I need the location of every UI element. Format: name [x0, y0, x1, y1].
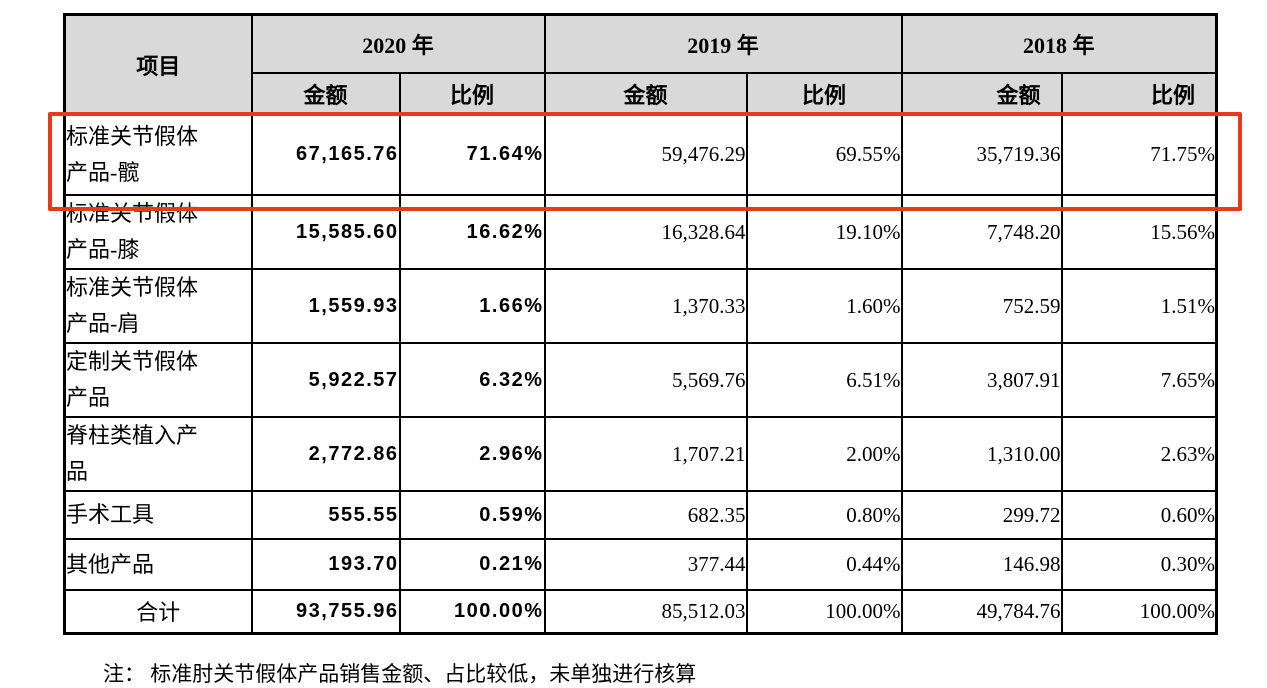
cell-2019-amount: 5,569.76 — [543, 342, 748, 418]
cell-2019-amount: 377.44 — [543, 538, 748, 591]
cell-2018-amount: 299.72 — [900, 490, 1063, 540]
cell-2018-amount: 35,719.36 — [900, 113, 1063, 196]
revenue-breakdown-table-wrap: 项目 2020 年 2019 年 2018 年 金额 比例 金额 比例 金额 比… — [63, 13, 1219, 635]
cell-item: 合计 — [63, 589, 253, 634]
header-item: 项目 — [63, 13, 253, 115]
cell-2019-ratio: 6.51% — [745, 342, 903, 418]
table-row: 手术工具 555.55 0.59% 682.35 0.80% 299.72 0.60% — [63, 490, 1218, 540]
table-row: 定制关节假体 产品 5,922.57 6.32% 5,569.76 6.51% 3,807… — [63, 342, 1218, 418]
header-year-row: 项目 2020 年 2019 年 2018 年 — [63, 13, 1218, 115]
cell-2018-ratio: 100.00% — [1060, 589, 1218, 634]
cell-2020-ratio: 100.00% — [398, 589, 546, 634]
cell-2019-ratio: 0.80% — [745, 490, 903, 540]
cell-2018-ratio: 0.30% — [1060, 538, 1218, 591]
cell-2018-ratio: 1.51% — [1060, 268, 1218, 344]
cell-2020-amount: 1,559.93 — [250, 268, 401, 344]
header-year-2020: 2020 年 — [250, 13, 546, 74]
table-row: 其他产品 193.70 0.21% 377.44 0.44% 146.98 0.30% — [63, 538, 1218, 591]
cell-2019-ratio: 19.10% — [745, 194, 903, 270]
cell-item: 标准关节假体 产品-膝 — [63, 194, 253, 270]
cell-2019-amount: 59,476.29 — [543, 113, 748, 196]
cell-2018-amount: 49,784.76 — [900, 589, 1063, 634]
cell-item: 定制关节假体 产品 — [63, 342, 253, 418]
table-row: 标准关节假体 产品-髋 67,165.76 71.64% 59,476.29 69.55… — [63, 113, 1218, 196]
cell-2018-ratio: 71.75% — [1060, 113, 1218, 196]
cell-2019-amount: 1,707.21 — [543, 416, 748, 492]
cell-item: 标准关节假体 产品-肩 — [63, 268, 253, 344]
cell-item: 手术工具 — [63, 490, 253, 540]
cell-item: 脊柱类植入产 品 — [63, 416, 253, 492]
table-row: 标准关节假体 产品-肩 1,559.93 1.66% 1,370.33 1.60% 752… — [63, 268, 1218, 344]
cell-2018-ratio: 2.63% — [1060, 416, 1218, 492]
header-2020-ratio: 比例 — [398, 72, 546, 115]
cell-2020-amount: 15,585.60 — [250, 194, 401, 270]
table-row-total: 合计 93,755.96 100.00% 85,512.03 100.00% 49,784… — [63, 589, 1218, 634]
table-body: 标准关节假体 产品-髋 67,165.76 71.64% 59,476.29 69.55… — [63, 113, 1218, 634]
cell-2020-amount: 2,772.86 — [250, 416, 401, 492]
cell-2020-ratio: 16.62% — [398, 194, 546, 270]
cell-2020-amount: 193.70 — [250, 538, 401, 591]
cell-2019-ratio: 69.55% — [745, 113, 903, 196]
cell-2020-amount: 93,755.96 — [250, 589, 401, 634]
table-row: 标准关节假体 产品-膝 15,585.60 16.62% 16,328.64 19.10… — [63, 194, 1218, 270]
cell-2020-ratio: 0.59% — [398, 490, 546, 540]
cell-2019-amount: 16,328.64 — [543, 194, 748, 270]
cell-2018-ratio: 0.60% — [1060, 490, 1218, 540]
cell-item: 标准关节假体 产品-髋 — [63, 113, 253, 196]
revenue-breakdown-table: 项目 2020 年 2019 年 2018 年 金额 比例 金额 比例 金额 比… — [63, 13, 1219, 635]
table-header: 项目 2020 年 2019 年 2018 年 金额 比例 金额 比例 金额 比… — [63, 13, 1218, 115]
cell-2020-ratio: 2.96% — [398, 416, 546, 492]
header-year-2019: 2019 年 — [543, 13, 903, 74]
cell-2018-amount: 3,807.91 — [900, 342, 1063, 418]
header-2018-ratio: 比例 — [1060, 72, 1218, 115]
cell-2018-amount: 752.59 — [900, 268, 1063, 344]
cell-2019-ratio: 1.60% — [745, 268, 903, 344]
cell-2018-ratio: 7.65% — [1060, 342, 1218, 418]
cell-2020-amount: 67,165.76 — [250, 113, 401, 196]
cell-2019-amount: 1,370.33 — [543, 268, 748, 344]
header-2019-ratio: 比例 — [745, 72, 903, 115]
cell-2020-ratio: 6.32% — [398, 342, 546, 418]
cell-2020-amount: 5,922.57 — [250, 342, 401, 418]
cell-2019-amount: 682.35 — [543, 490, 748, 540]
cell-2018-amount: 1,310.00 — [900, 416, 1063, 492]
cell-2018-amount: 146.98 — [900, 538, 1063, 591]
cell-2018-ratio: 15.56% — [1060, 194, 1218, 270]
cell-2018-amount: 7,748.20 — [900, 194, 1063, 270]
cell-2020-amount: 555.55 — [250, 490, 401, 540]
table-row: 脊柱类植入产 品 2,772.86 2.96% 1,707.21 2.00% 1,310.… — [63, 416, 1218, 492]
cell-2019-amount: 85,512.03 — [543, 589, 748, 634]
table-footnote: 注： 标准肘关节假体产品销售金额、占比较低，未单独进行核算 — [103, 662, 697, 686]
cell-2019-ratio: 0.44% — [745, 538, 903, 591]
cell-item: 其他产品 — [63, 538, 253, 591]
cell-2020-ratio: 0.21% — [398, 538, 546, 591]
header-year-2018: 2018 年 — [900, 13, 1218, 74]
cell-2019-ratio: 100.00% — [745, 589, 903, 634]
header-2020-amount: 金额 — [250, 72, 401, 115]
header-2019-amount: 金额 — [543, 72, 748, 115]
cell-2019-ratio: 2.00% — [745, 416, 903, 492]
cell-2020-ratio: 71.64% — [398, 113, 546, 196]
cell-2020-ratio: 1.66% — [398, 268, 546, 344]
header-2018-amount: 金额 — [900, 72, 1063, 115]
